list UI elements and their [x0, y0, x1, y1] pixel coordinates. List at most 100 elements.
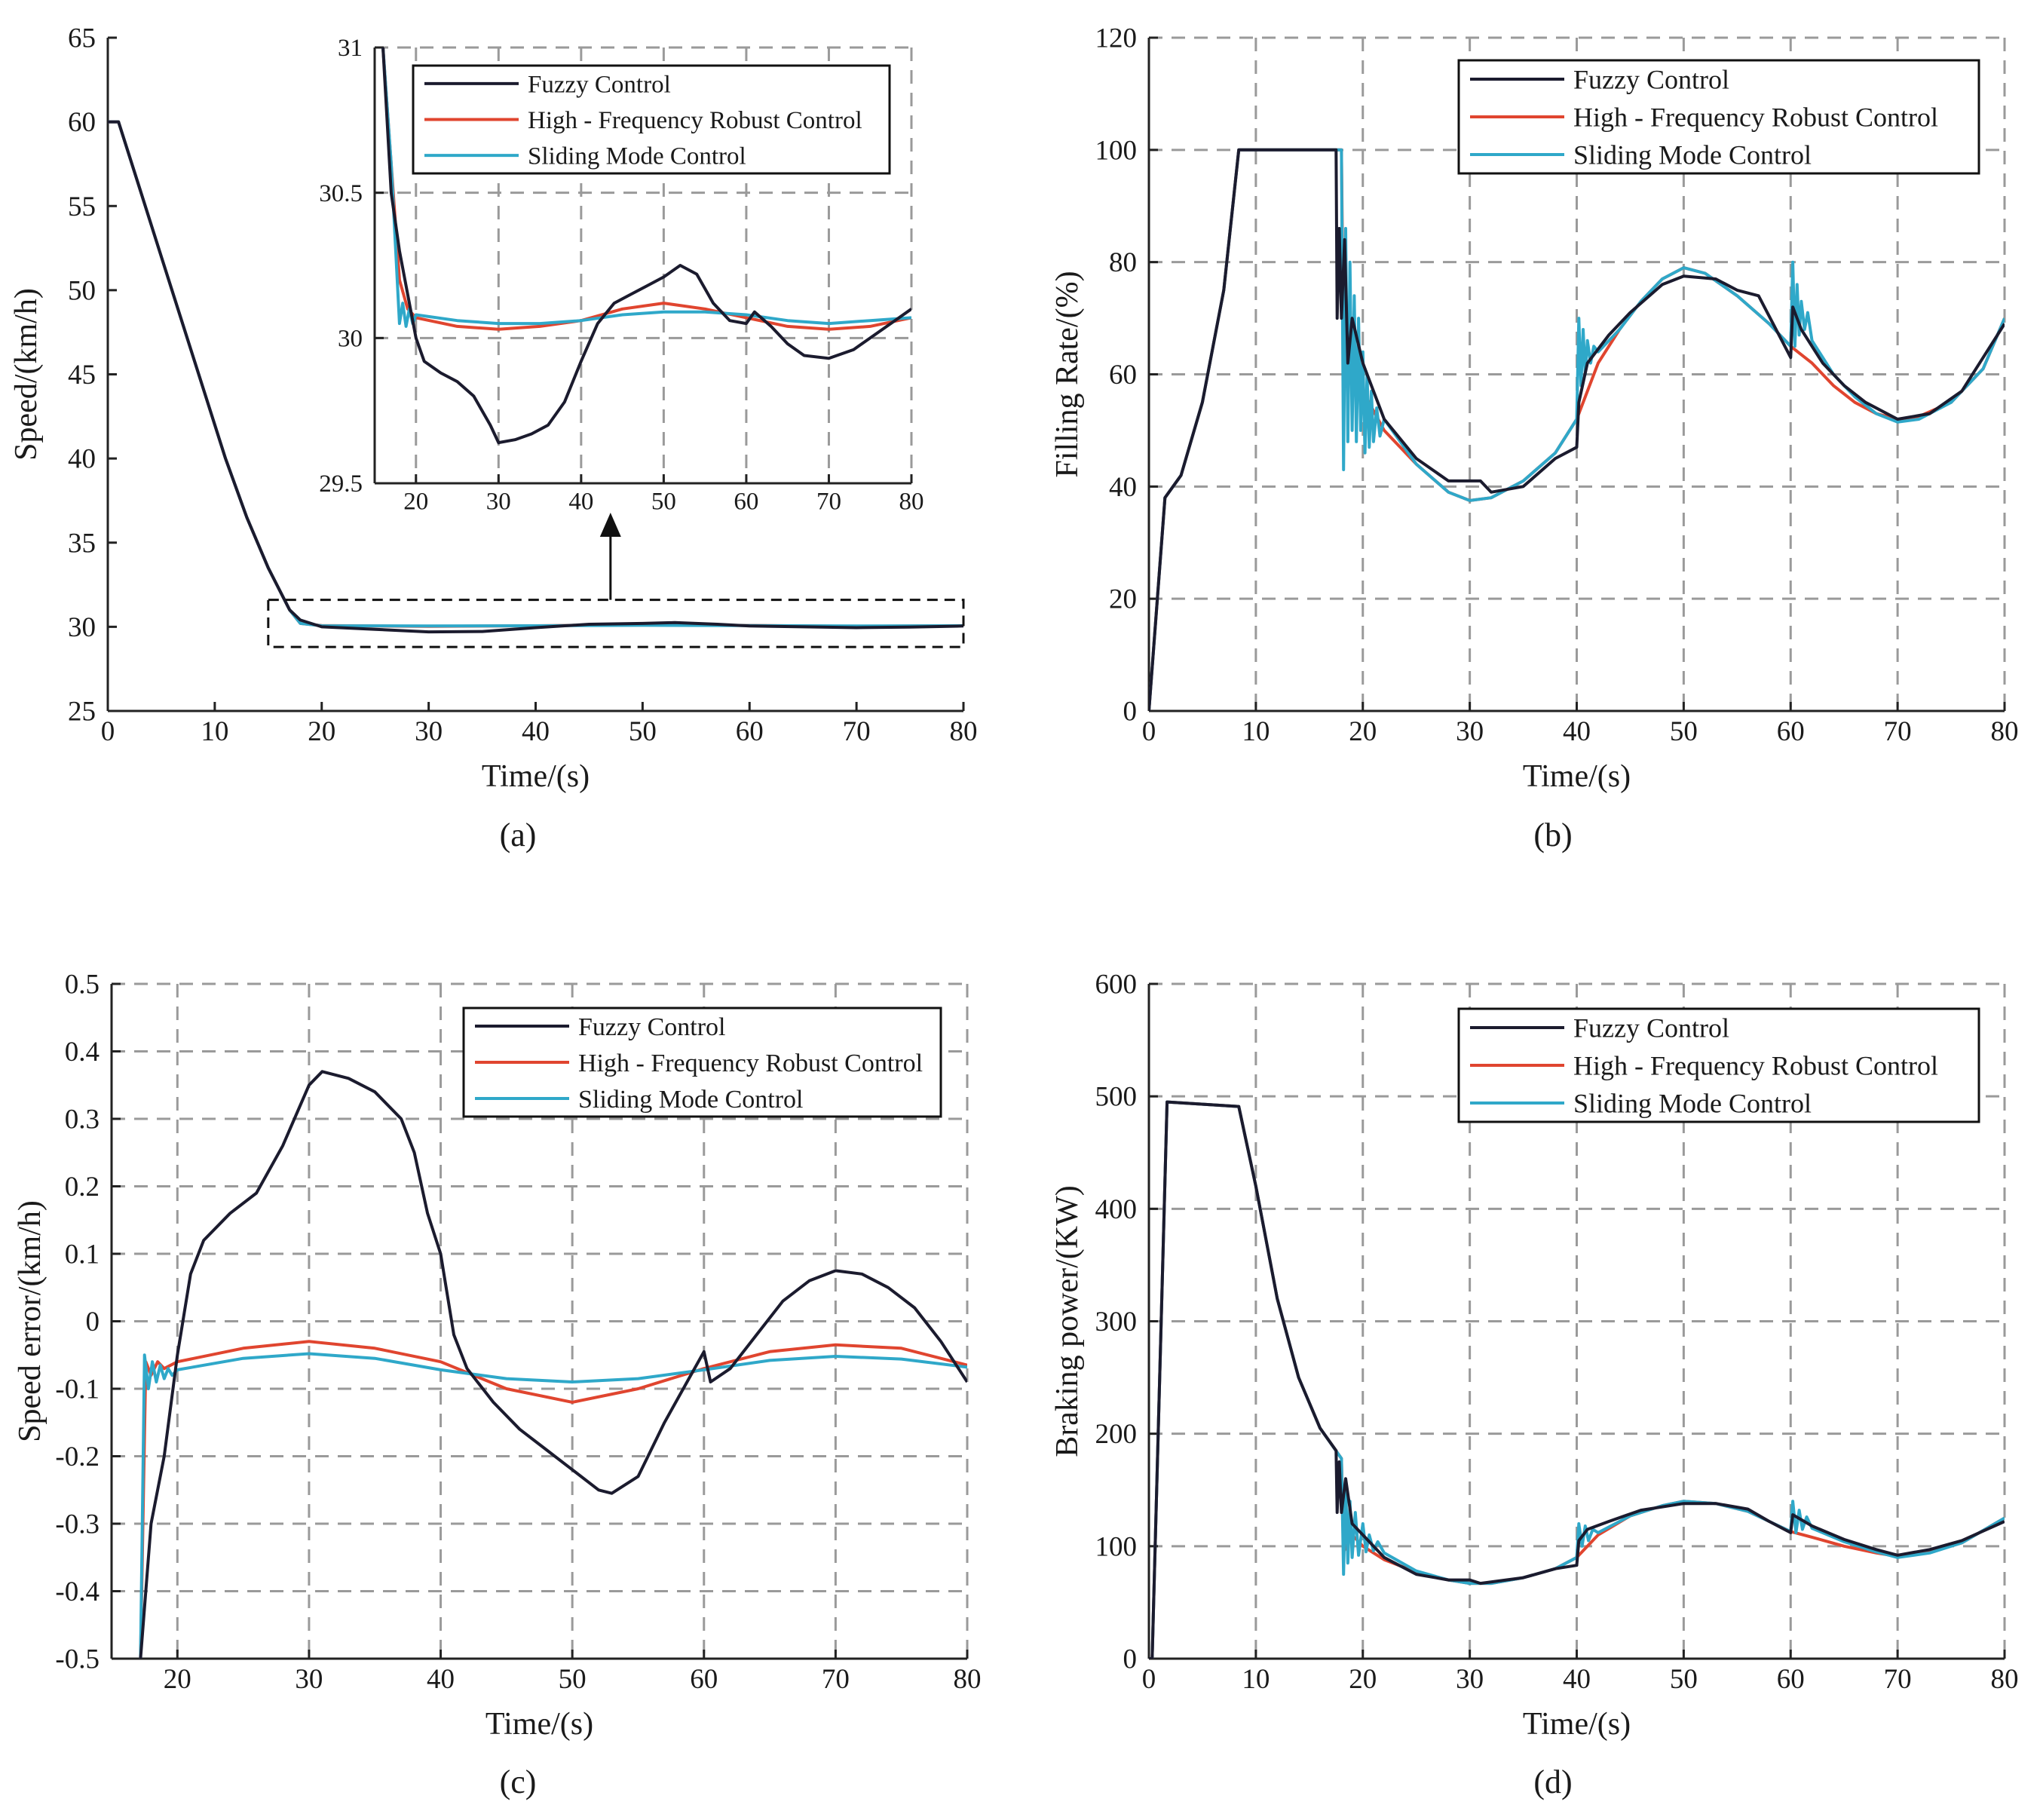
chart-b-x-tick-label: 0	[1142, 716, 1156, 747]
chart-c-x-tick-label: 80	[954, 1664, 982, 1695]
chart-c-x-tick-label: 60	[690, 1664, 718, 1695]
chart-d-x-tick-label: 0	[1142, 1664, 1156, 1695]
chart-c-y-tick-label: 0.2	[65, 1172, 100, 1203]
chart-b-y-tick-label: 80	[1109, 247, 1137, 278]
chart-c-y-tick-label: -0.2	[55, 1442, 100, 1472]
chart-a-y-axis-label: Speed/(km/h)	[9, 288, 44, 461]
chart-d-x-tick-label: 70	[1884, 1664, 1912, 1695]
chart-c-series-line-2	[139, 1340, 967, 1659]
chart-b-y-tick-label: 100	[1095, 135, 1138, 166]
chart-a-y-tick-label: 40	[68, 444, 96, 475]
chart-a-inset-y-tick-label: 30	[338, 326, 363, 353]
chart-c-series-line-3	[139, 1352, 967, 1659]
chart-b-legend-label-2: High - Frequency Robust Control	[1573, 103, 1938, 133]
chart-b-x-tick-label: 20	[1349, 716, 1377, 747]
chart-c-y-tick-label: 0.3	[65, 1105, 100, 1135]
chart-d-x-tick-label: 50	[1670, 1664, 1698, 1695]
chart-a-inset-x-tick-label: 70	[816, 489, 841, 516]
chart-b-x-tick-label: 60	[1777, 716, 1805, 747]
chart-c-y-tick-label: 0	[86, 1307, 100, 1337]
chart-b-y-tick-label: 120	[1095, 23, 1138, 54]
chart-a-inset-x-tick-label: 60	[734, 489, 758, 516]
chart-a-zoom-region-box	[267, 599, 965, 648]
chart-a-inset-series-line-3	[381, 47, 911, 328]
chart-c-y-tick-label: -0.3	[55, 1509, 100, 1540]
chart-a-inset-x-tick-label: 80	[899, 489, 924, 516]
chart-a-x-tick-label: 30	[415, 716, 443, 747]
chart-d-y-tick-label: 300	[1095, 1307, 1138, 1337]
chart-c: 20 30 40 50 60 70 80 -0.5 -0.4 -0.3 -0.2 -0.1 0 0.1 0.…	[13, 970, 982, 1800]
chart-b-x-tick-label: 30	[1456, 716, 1484, 747]
chart-a-y-tick-label: 50	[68, 275, 96, 306]
chart-a-x-axis-label: Time/(s)	[482, 759, 590, 794]
chart-a-x-tick-label: 0	[101, 716, 115, 747]
chart-c-y-tick-label: 0.1	[65, 1239, 100, 1270]
chart-a-x-tick-label: 40	[522, 716, 550, 747]
chart-d-legend-label-1: Fuzzy Control	[1573, 1013, 1729, 1043]
chart-a-x-tick-label: 70	[843, 716, 871, 747]
chart-a-inset-legend-label-2: High - Frequency Robust Control	[528, 107, 862, 134]
chart-b-series-line-3	[1149, 148, 2005, 711]
chart-a-y-tick-label: 55	[68, 191, 96, 222]
chart-c-x-tick-label: 40	[427, 1664, 455, 1695]
chart-d-x-tick-label: 80	[1991, 1664, 2019, 1695]
chart-d-caption: (d)	[1533, 1763, 1572, 1800]
chart-d-x-tick-label: 40	[1563, 1664, 1591, 1695]
chart-d-x-tick-label: 20	[1349, 1664, 1377, 1695]
chart-a-y-tick-label: 35	[68, 528, 96, 559]
chart-d-x-tick-label: 30	[1456, 1664, 1484, 1695]
chart-b-y-tick-label: 20	[1109, 584, 1137, 615]
chart-a-inset-x-tick-label: 30	[486, 489, 511, 516]
chart-d: 0 10 20 30 40 50 60 70 80 0 100 200 300 400 500 600 Time…	[1050, 970, 2019, 1800]
chart-d-y-axis-label: Braking power/(KW)	[1050, 1185, 1085, 1457]
chart-a-inset-y-tick-label: 31	[338, 35, 363, 62]
chart-a-y-tick-label: 60	[68, 107, 96, 138]
chart-d-x-axis-label: Time/(s)	[1523, 1707, 1631, 1742]
chart-a-x-tick-label: 10	[201, 716, 228, 747]
chart-b-caption: (b)	[1533, 817, 1572, 853]
chart-a-inset-x-tick-label: 40	[568, 489, 593, 516]
chart-c-legend-label-3: Sliding Mode Control	[578, 1086, 803, 1114]
chart-a-inset-legend-label-3: Sliding Mode Control	[528, 143, 746, 170]
chart-c-x-axis-label: Time/(s)	[485, 1707, 593, 1742]
chart-a-series-line-1	[108, 120, 963, 634]
chart-b-y-tick-label: 0	[1123, 697, 1138, 728]
chart-a-y-tick-label: 45	[68, 360, 96, 391]
chart-a-inset-x-tick-label: 50	[651, 489, 676, 516]
chart-d-series-line-1	[1149, 1100, 2005, 1659]
chart-d-y-tick-label: 400	[1095, 1194, 1138, 1225]
chart-b-legend-label-3: Sliding Mode Control	[1573, 140, 1812, 170]
chart-b-x-tick-label: 70	[1884, 716, 1912, 747]
chart-c-x-tick-label: 30	[295, 1664, 323, 1695]
chart-d-y-tick-label: 100	[1095, 1531, 1138, 1562]
chart-a: 0 10 20 30 40 50 60 70 80 25 30 35 40 45 50 55 60 65 Time/…	[9, 23, 978, 853]
chart-b-x-tick-label: 40	[1563, 716, 1591, 747]
chart-a-y-tick-label: 30	[68, 612, 96, 643]
chart-d-y-tick-label: 600	[1095, 970, 1138, 1000]
chart-d-y-tick-label: 500	[1095, 1082, 1138, 1113]
chart-b-series-line-1	[1149, 148, 2005, 711]
chart-c-y-tick-label: -0.4	[55, 1576, 100, 1607]
chart-b: 0 10 20 30 40 50 60 70 80 0 20 40 60 80 100 120 Time/(s)…	[1050, 23, 2019, 853]
chart-c-y-tick-label: 0.4	[65, 1037, 100, 1068]
chart-c-y-tick-label: 0.5	[65, 970, 100, 1000]
chart-d-y-tick-label: 0	[1123, 1644, 1138, 1675]
chart-d-y-tick-label: 200	[1095, 1419, 1138, 1450]
chart-a-inset-series-line-1	[381, 47, 911, 445]
chart-b-legend-label-1: Fuzzy Control	[1573, 65, 1729, 95]
chart-c-caption: (c)	[500, 1763, 537, 1800]
chart-a-zoom-arrow-head	[599, 513, 621, 537]
chart-a-y-tick-label: 25	[68, 697, 96, 728]
chart-c-legend-label-1: Fuzzy Control	[578, 1013, 725, 1041]
chart-b-y-axis-label: Filling Rate/(%)	[1050, 271, 1085, 477]
chart-d-x-tick-label: 10	[1242, 1664, 1270, 1695]
chart-c-x-tick-label: 20	[164, 1664, 191, 1695]
chart-a-x-tick-label: 60	[736, 716, 764, 747]
chart-a-x-tick-label: 50	[629, 716, 657, 747]
chart-d-legend-label-2: High - Frequency Robust Control	[1573, 1051, 1938, 1081]
chart-a-y-tick-label: 65	[68, 23, 96, 54]
chart-a-caption: (a)	[500, 817, 537, 853]
chart-b-y-tick-label: 60	[1109, 360, 1137, 391]
chart-a-inset-y-tick-label: 29.5	[319, 470, 363, 498]
